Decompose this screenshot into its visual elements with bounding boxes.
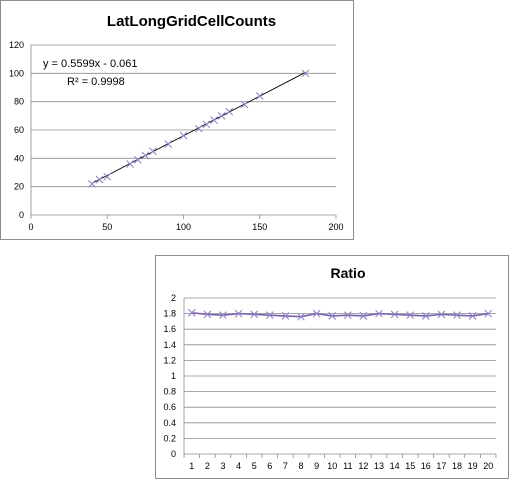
chart-title: Ratio bbox=[331, 265, 366, 281]
data-point bbox=[194, 124, 203, 133]
x-tick-label: 2 bbox=[205, 461, 210, 471]
data-point bbox=[265, 311, 274, 320]
x-tick-label: 18 bbox=[452, 461, 462, 471]
data-point bbox=[234, 309, 243, 318]
data-point bbox=[328, 312, 337, 320]
data-point bbox=[297, 312, 305, 321]
data-point bbox=[149, 147, 157, 156]
data-point bbox=[179, 131, 188, 140]
data-point bbox=[484, 309, 493, 318]
x-tick-label: 19 bbox=[468, 461, 478, 471]
y-tick-label: 2 bbox=[171, 293, 176, 303]
data-point bbox=[210, 116, 218, 124]
data-point bbox=[133, 155, 142, 164]
x-tick-label: 6 bbox=[267, 461, 272, 471]
x-tick-label: 7 bbox=[283, 461, 288, 471]
y-tick-label: 0.8 bbox=[163, 387, 176, 397]
y-tick-label: 20 bbox=[14, 182, 24, 192]
data-point bbox=[240, 100, 249, 109]
x-tick-label: 16 bbox=[421, 461, 431, 471]
data-point bbox=[437, 310, 446, 319]
data-point bbox=[421, 312, 430, 320]
y-tick-label: 0 bbox=[19, 210, 24, 220]
data-point bbox=[203, 310, 212, 319]
r-squared-label: R² = 0.9998 bbox=[67, 76, 125, 88]
data-point bbox=[406, 311, 415, 320]
x-tick-label: 1 bbox=[189, 461, 194, 471]
x-tick-label: 11 bbox=[343, 461, 352, 471]
y-tick-label: 1.4 bbox=[163, 340, 176, 350]
y-tick-label: 0.2 bbox=[163, 433, 176, 443]
x-tick-label: 50 bbox=[102, 222, 112, 232]
x-tick-label: 150 bbox=[252, 222, 267, 232]
data-point bbox=[95, 175, 104, 184]
chart-title: LatLongGridCellCounts bbox=[107, 13, 276, 30]
y-tick-label: 100 bbox=[9, 68, 24, 78]
y-tick-label: 0.4 bbox=[163, 418, 176, 428]
x-tick-label: 100 bbox=[176, 222, 191, 232]
scatter-chart-panel: LatLongGridCellCounts 0 20 40 60 80 100 120 0 50 1… bbox=[0, 0, 354, 240]
data-point bbox=[219, 311, 227, 320]
scatter-chart-svg: LatLongGridCellCounts 0 20 40 60 80 100 120 0 50 1… bbox=[9, 13, 344, 232]
y-tick-label: 0 bbox=[171, 449, 176, 459]
data-point bbox=[312, 309, 321, 318]
x-tick-label: 15 bbox=[405, 461, 415, 471]
data-point bbox=[187, 308, 196, 317]
ratio-chart-panel: Ratio 0 0.2 0.4 0.6 0.8 1 1.2 1.4 1.6 1.8 2 1 2 3 4 5 6 7 8… bbox=[155, 255, 509, 479]
data-point bbox=[217, 111, 226, 120]
data-point bbox=[359, 312, 368, 320]
y-tick-label: 1.8 bbox=[163, 309, 176, 319]
trendline-equation: y = 0.5599x - 0.061 bbox=[43, 58, 137, 70]
y-tick-label: 1.2 bbox=[163, 355, 176, 365]
x-tick-label: 17 bbox=[436, 461, 446, 471]
data-point bbox=[468, 312, 477, 320]
series-line bbox=[191, 312, 489, 318]
y-tick-label: 80 bbox=[14, 97, 24, 107]
data-point bbox=[301, 69, 310, 78]
data-point bbox=[164, 140, 173, 149]
data-point bbox=[250, 310, 259, 319]
data-point bbox=[225, 107, 234, 116]
x-tick-label: 9 bbox=[314, 461, 319, 471]
y-tick-label: 60 bbox=[14, 125, 24, 135]
y-tick-label: 0.6 bbox=[163, 402, 176, 412]
data-point bbox=[343, 311, 352, 320]
x-tick-label: 4 bbox=[236, 461, 241, 471]
data-point bbox=[141, 151, 150, 160]
x-tick-label: 8 bbox=[298, 461, 303, 471]
x-tick-label: 20 bbox=[483, 461, 493, 471]
data-point bbox=[375, 309, 383, 318]
data-point bbox=[453, 311, 461, 320]
data-point bbox=[281, 312, 290, 320]
x-tick-label: 3 bbox=[220, 461, 225, 471]
x-tick-label: 13 bbox=[374, 461, 384, 471]
y-tick-label: 1 bbox=[171, 371, 176, 381]
data-point bbox=[126, 160, 135, 168]
x-tick-label: 0 bbox=[28, 222, 33, 232]
y-tick-label: 40 bbox=[14, 153, 24, 163]
x-tick-label: 10 bbox=[327, 461, 337, 471]
data-point bbox=[88, 179, 96, 188]
x-tick-label: 14 bbox=[390, 461, 400, 471]
data-point bbox=[103, 172, 112, 181]
data-point bbox=[255, 92, 264, 100]
y-tick-label: 120 bbox=[9, 40, 24, 50]
x-tick-label: 12 bbox=[358, 461, 368, 471]
data-point bbox=[202, 120, 211, 129]
data-point bbox=[390, 310, 399, 319]
y-tick-label: 1.6 bbox=[163, 324, 176, 334]
x-tick-label: 200 bbox=[328, 222, 343, 232]
x-tick-label: 5 bbox=[252, 461, 257, 471]
